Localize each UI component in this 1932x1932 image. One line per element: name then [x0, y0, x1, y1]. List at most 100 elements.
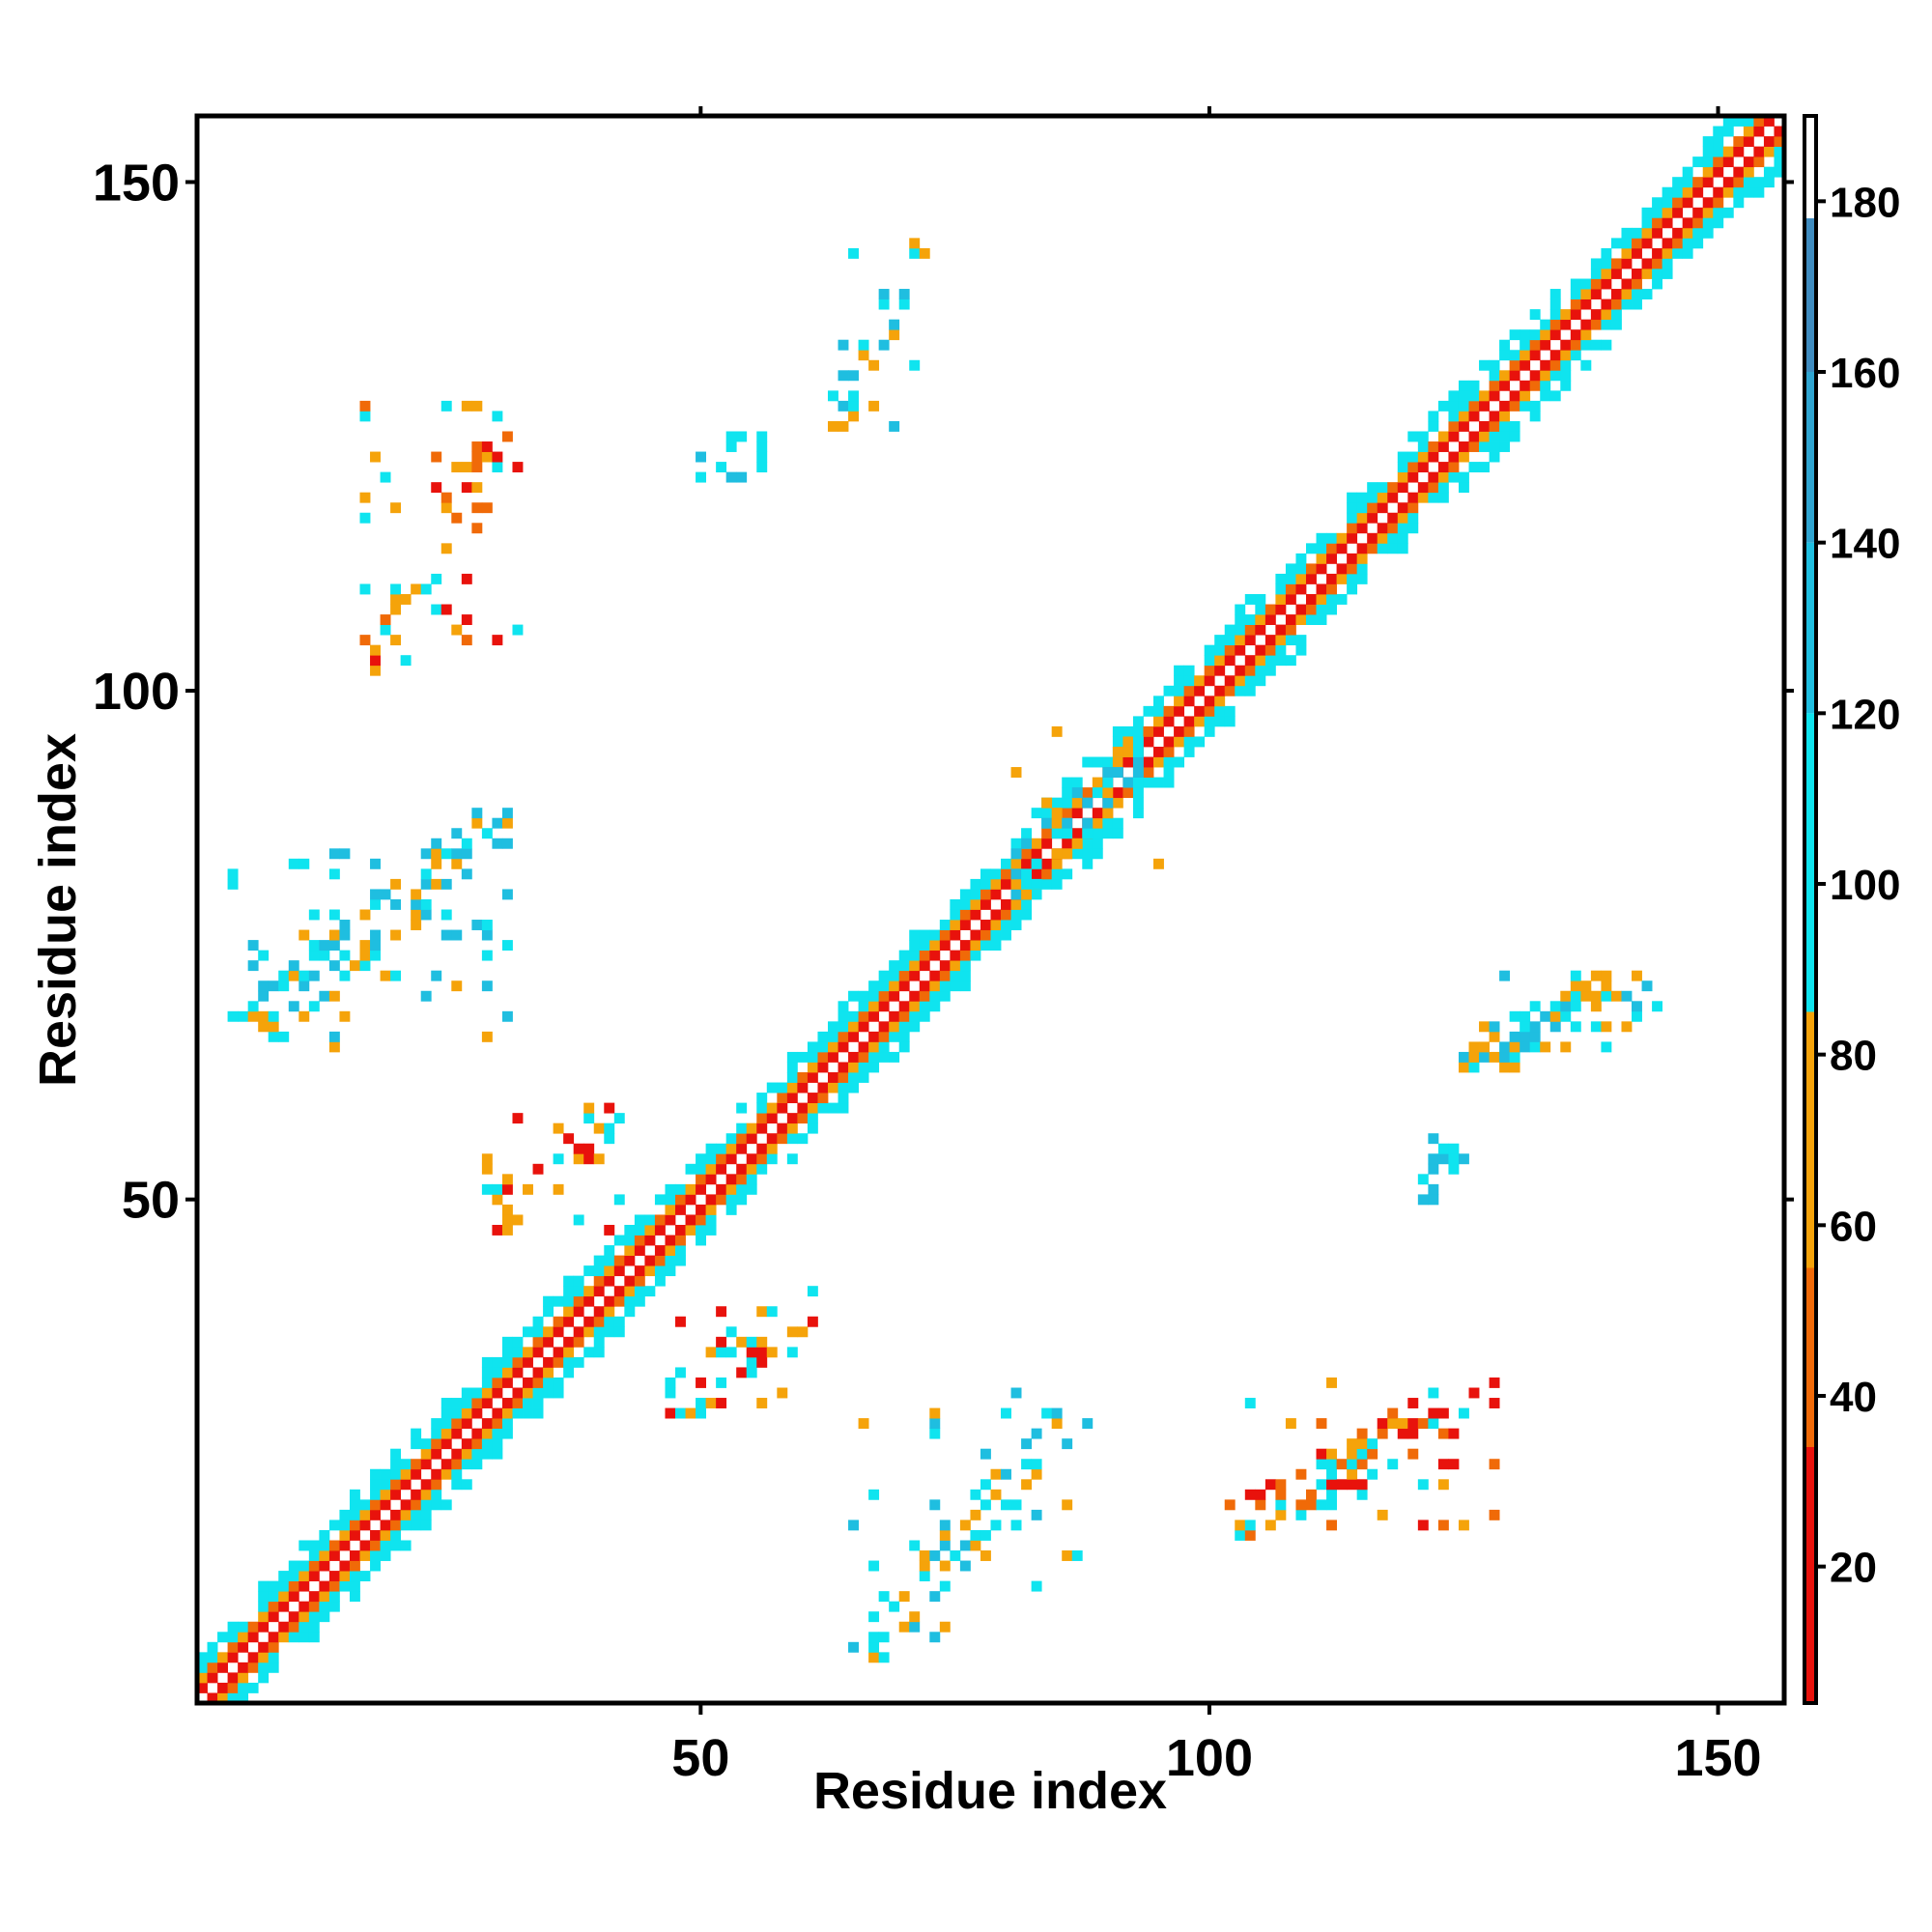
heatmap-cell: [440, 400, 452, 412]
heatmap-cell: [725, 1133, 737, 1145]
heatmap-cell: [766, 1102, 778, 1114]
heatmap-cell: [268, 1632, 279, 1643]
heatmap-cell: [1641, 258, 1653, 270]
heatmap-cell: [238, 1621, 249, 1633]
heatmap-cell: [1407, 451, 1419, 463]
heatmap-cell: [258, 1611, 270, 1623]
heatmap-cell: [390, 502, 402, 514]
heatmap-cell: [523, 1183, 533, 1195]
heatmap-cell: [492, 1418, 503, 1430]
heatmap-cell: [1774, 166, 1785, 178]
heatmap-cell: [1560, 1041, 1572, 1053]
heatmap-cell: [797, 1326, 809, 1338]
heatmap-cell: [1479, 1051, 1490, 1063]
heatmap-cell: [827, 1072, 838, 1083]
heatmap-cell: [716, 1183, 727, 1195]
heatmap-cell: [420, 990, 432, 1002]
heatmap-cell: [1743, 156, 1754, 168]
heatmap-cell: [501, 1418, 513, 1430]
heatmap-cell: [563, 1316, 575, 1327]
heatmap-cell: [939, 1621, 951, 1633]
heatmap-cell: [1285, 635, 1296, 646]
heatmap-cell: [431, 482, 442, 494]
heatmap-cell: [858, 1062, 869, 1073]
heatmap-cell: [440, 1459, 452, 1470]
heatmap-cell: [675, 1407, 686, 1419]
heatmap-cell: [1041, 878, 1053, 890]
heatmap-cell: [1387, 543, 1399, 554]
heatmap-cell: [858, 1072, 869, 1083]
heatmap-cell: [1174, 736, 1185, 748]
heatmap-cell: [1031, 1509, 1042, 1520]
heatmap-cell: [980, 929, 991, 941]
heatmap-cell: [1062, 797, 1073, 809]
heatmap-cell: [685, 1224, 696, 1236]
heatmap-cell: [1326, 573, 1337, 584]
heatmap-cell: [1713, 136, 1724, 147]
heatmap-cell: [461, 400, 472, 412]
heatmap-cell: [624, 1245, 636, 1256]
heatmap-cell: [1264, 614, 1276, 625]
heatmap-cell: [939, 970, 951, 981]
heatmap-cell: [1652, 278, 1663, 290]
heatmap-cell: [1529, 1001, 1541, 1012]
heatmap-cell: [696, 1174, 706, 1185]
heatmap-cell: [481, 1418, 493, 1430]
heatmap-cell: [786, 1133, 798, 1145]
heatmap-cell: [878, 1021, 890, 1033]
heatmap-cell: [1163, 705, 1175, 717]
heatmap-cell: [1387, 1418, 1399, 1430]
heatmap-cell: [1397, 451, 1408, 463]
heatmap-cell: [959, 950, 971, 961]
heatmap-cell: [807, 1113, 818, 1124]
heatmap-cell: [1295, 614, 1307, 625]
heatmap-cell: [1122, 756, 1134, 768]
heatmap-cell: [1733, 116, 1745, 127]
heatmap-cell: [970, 898, 981, 910]
heatmap-cell: [1305, 594, 1317, 605]
heatmap-cell: [950, 970, 961, 981]
heatmap-cell: [1387, 512, 1399, 524]
heatmap-cell: [1224, 705, 1236, 717]
heatmap-cell: [1632, 238, 1642, 249]
heatmap-cell: [583, 1143, 595, 1154]
heatmap-cell: [349, 1560, 360, 1572]
heatmap-cell: [440, 848, 452, 860]
heatmap-cell: [390, 1468, 402, 1480]
heatmap-cell: [1021, 1438, 1033, 1450]
heatmap-cell: [288, 1611, 299, 1623]
heatmap-cell: [1285, 594, 1296, 605]
heatmap-cell: [1437, 1143, 1449, 1154]
heatmap-cell: [512, 1214, 524, 1226]
heatmap-cell: [1010, 1520, 1022, 1531]
heatmap-cell: [898, 950, 910, 961]
heatmap-cell: [1520, 339, 1531, 351]
heatmap-cell: [593, 1336, 605, 1348]
heatmap-cell: [868, 1051, 880, 1063]
heatmap-cell: [1010, 878, 1022, 890]
heatmap-cell: [238, 1692, 249, 1704]
heatmap-cell: [1356, 492, 1368, 503]
heatmap-cell: [1702, 166, 1714, 178]
heatmap-cell: [1549, 370, 1561, 382]
heatmap-cell: [1347, 512, 1358, 524]
heatmap-cell: [523, 1398, 533, 1408]
heatmap-cell: [1305, 604, 1317, 615]
heatmap-cell: [1397, 462, 1408, 473]
heatmap-cell: [990, 889, 1002, 900]
heatmap-cell: [390, 1529, 402, 1541]
heatmap-cell: [990, 1489, 1002, 1500]
heatmap-cell: [370, 665, 381, 676]
heatmap-cell: [696, 1224, 706, 1236]
heatmap-cell: [889, 420, 900, 432]
heatmap-cell: [1590, 1021, 1602, 1033]
heatmap-cell: [1275, 1499, 1287, 1511]
heatmap-cell: [1632, 247, 1642, 259]
heatmap-cell: [1682, 247, 1693, 259]
heatmap-cell: [1305, 1499, 1317, 1511]
heatmap-cell: [1132, 756, 1144, 768]
heatmap-cell: [308, 1540, 320, 1551]
heatmap-cell: [298, 1611, 310, 1623]
heatmap-cell: [1743, 126, 1754, 137]
heatmap-cell: [583, 1286, 595, 1297]
